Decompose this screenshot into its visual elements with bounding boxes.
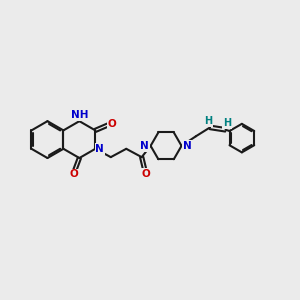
Text: N: N: [140, 141, 149, 151]
Text: NH: NH: [70, 110, 88, 120]
Text: O: O: [69, 169, 78, 179]
Text: O: O: [142, 169, 151, 179]
Text: H: H: [205, 116, 213, 126]
Text: O: O: [108, 118, 117, 128]
Text: H: H: [223, 118, 231, 128]
Text: N: N: [95, 144, 104, 154]
Text: N: N: [183, 141, 192, 151]
